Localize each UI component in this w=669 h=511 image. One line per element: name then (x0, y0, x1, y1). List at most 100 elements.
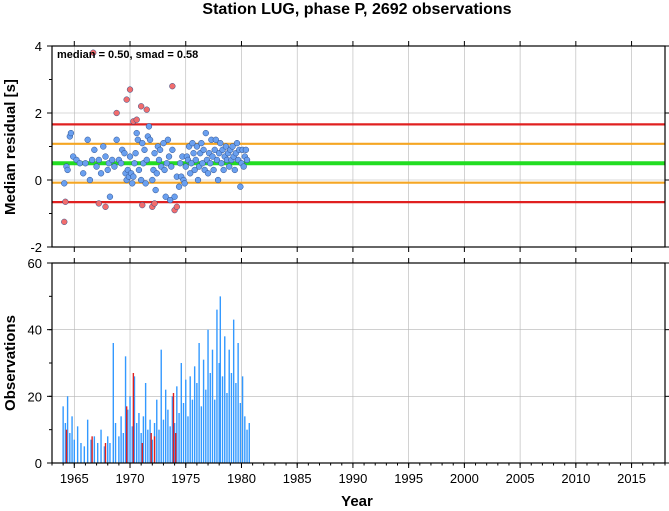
observation-bars (62, 296, 250, 463)
residual-point (61, 180, 68, 187)
observations-y-tick-label: 60 (28, 256, 42, 271)
residual-point (151, 200, 158, 207)
residual-point (164, 136, 172, 143)
residual-point (86, 176, 94, 184)
residual-point (242, 146, 250, 154)
observations-y-tick-label: 20 (28, 389, 42, 404)
residual-point (192, 156, 199, 164)
residual-point (187, 170, 194, 177)
residual-point (243, 156, 251, 164)
x-axis-label: Year (341, 493, 373, 510)
residual-y-tick-label: 0 (35, 173, 42, 188)
residual-point (229, 143, 236, 150)
residual-point (188, 160, 195, 167)
observations-y-label: Observations (2, 315, 19, 411)
x-tick-label: 1965 (60, 471, 89, 486)
residual-point (204, 170, 212, 177)
residual-point (152, 186, 159, 194)
residual-point (191, 166, 198, 174)
residual-point (138, 176, 145, 184)
residual-point (200, 146, 207, 154)
residual-point (166, 196, 174, 204)
residual-point (233, 140, 241, 147)
residual-point (214, 176, 222, 184)
residual-point (162, 193, 169, 200)
residual-point (133, 129, 140, 137)
residual-point (182, 163, 189, 170)
observations-y-tick-label: 40 (28, 323, 42, 338)
x-tick-label: 1990 (338, 471, 367, 486)
residual-point (134, 136, 141, 143)
x-tick-label: 2005 (506, 471, 535, 486)
observations-panel: 0 20 40 60 1965 1970 1975 1980 1985 1990 1995 2000… (2, 256, 669, 486)
x-tick-label: 2010 (561, 471, 590, 486)
residual-point (131, 160, 138, 167)
residual-point (97, 170, 105, 177)
residual-point (113, 109, 120, 117)
observations-x-ticks: 1965 1970 1975 1980 1985 1990 1995 2000 2005 2010… (51, 258, 666, 486)
chart-title: Station LUG, phase P, 2692 observations (202, 1, 511, 18)
residual-point (139, 140, 146, 147)
residual-point (90, 49, 97, 56)
residual-point (169, 146, 176, 154)
observations-y-tick-label: 0 (35, 456, 42, 471)
x-tick-label: 1985 (283, 471, 312, 486)
residual-point (193, 143, 201, 150)
residual-point (106, 193, 114, 200)
residual-point (142, 180, 149, 187)
residual-point (213, 156, 221, 164)
residual-point (95, 200, 102, 207)
residual-point (141, 146, 148, 154)
residual-point (173, 203, 180, 210)
residual-point (149, 176, 156, 184)
residual-point (143, 106, 150, 113)
residual-point (109, 156, 116, 164)
residual-point (169, 83, 176, 90)
residual-point (222, 143, 230, 150)
residual-point (161, 166, 168, 174)
residual-point (143, 156, 150, 164)
residual-point (104, 166, 111, 174)
residual-y-tick-label: 2 (35, 106, 42, 121)
x-tick-label: 1980 (227, 471, 256, 486)
observations-y-ticks: 0 20 40 60 (28, 256, 669, 471)
residual-point (64, 166, 71, 174)
residual-point (151, 150, 158, 157)
residual-point (67, 129, 75, 137)
residual-point (146, 136, 154, 143)
residual-point (91, 146, 98, 154)
residual-points (61, 49, 251, 226)
residual-point (210, 166, 217, 174)
residual-point (61, 218, 68, 226)
residual-point (113, 136, 120, 143)
residual-point (138, 103, 145, 110)
x-tick-label: 2000 (450, 471, 479, 486)
residual-point (155, 156, 163, 164)
residual-point (102, 203, 109, 210)
residual-point (130, 173, 137, 180)
residual-y-ticks: -2 0 2 4 (30, 39, 669, 255)
residual-point (220, 166, 227, 174)
residual-panel: -2 0 2 4 median = 0.50, smad = 0.58 Median … (2, 39, 669, 255)
residual-point (231, 166, 238, 174)
residual-point (95, 156, 102, 164)
residual-point (163, 160, 170, 167)
residual-y-label: Median residual [s] (2, 79, 19, 215)
residual-point (135, 166, 143, 174)
x-tick-label: 1970 (116, 471, 145, 486)
residual-point (190, 150, 197, 157)
residual-point (177, 160, 184, 167)
residual-point (165, 153, 173, 160)
residual-point (153, 170, 160, 177)
residual-point (123, 96, 130, 103)
residual-point (168, 163, 175, 170)
residual-y-tick-label: -2 (30, 240, 42, 255)
residual-point (145, 123, 153, 130)
residual-point (82, 160, 89, 167)
residual-point (132, 150, 139, 157)
residual-point (126, 153, 134, 160)
residual-point (76, 160, 84, 167)
residual-point (100, 143, 107, 150)
residual-point (171, 193, 178, 200)
